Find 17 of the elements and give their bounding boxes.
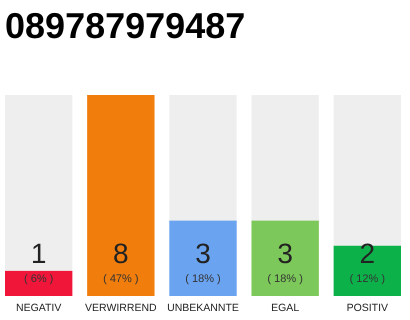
x-tick-label: VERWIRREND: [85, 302, 158, 314]
data-label: 8: [113, 238, 129, 269]
annotation: ( 6% ): [24, 273, 54, 285]
chart-title: 089787979487: [5, 5, 246, 46]
data-label: 2: [360, 238, 376, 269]
data-label: 3: [277, 238, 293, 269]
data-label: 1: [30, 238, 46, 269]
annotation: ( 47% ): [103, 273, 139, 285]
annotation: ( 18% ): [185, 273, 221, 285]
x-tick-label: POSITIV: [346, 302, 388, 314]
x-tick-label: UNBEKANNTE: [167, 302, 239, 314]
data-label: 3: [195, 238, 211, 269]
annotation: ( 18% ): [267, 273, 303, 285]
bar: [5, 270, 72, 296]
x-tick-label: NEGATIV: [16, 302, 62, 314]
annotation: ( 12% ): [350, 273, 386, 285]
x-tick-label: EGAL: [271, 302, 300, 314]
